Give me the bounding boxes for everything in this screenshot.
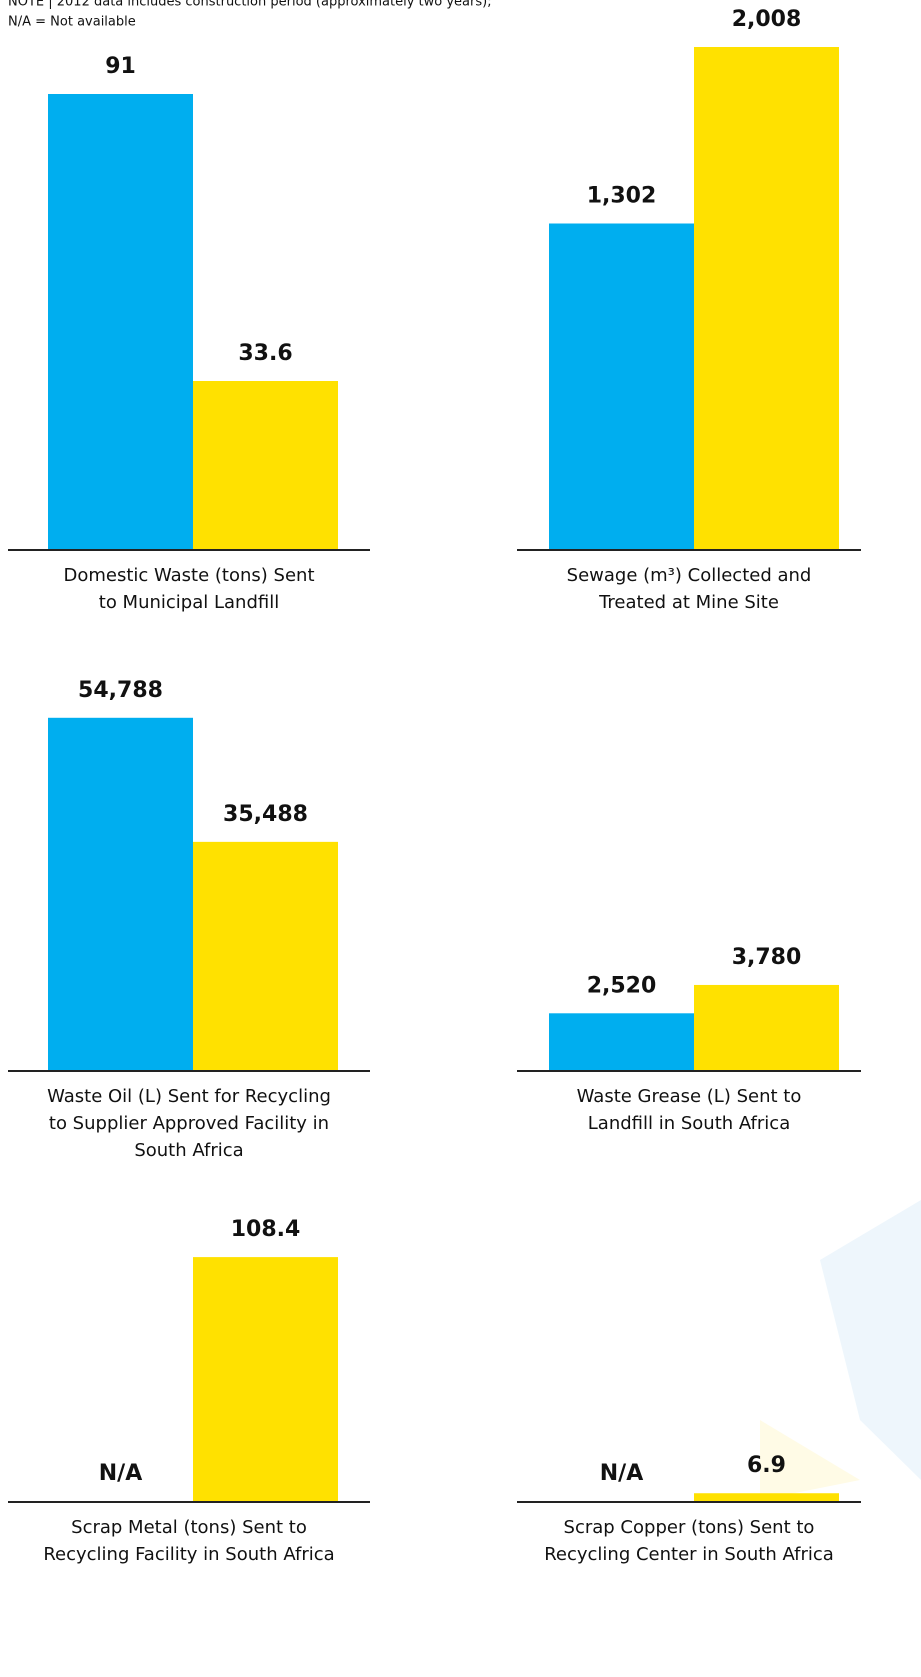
chart-title: South Africa [134,1140,243,1161]
chart-title: to Supplier Approved Facility in [49,1113,329,1134]
bar [549,1013,694,1070]
value-label: 108.4 [231,1217,301,1242]
bar [48,94,193,549]
bar [549,223,694,549]
value-label: 54,788 [78,678,163,703]
chart-title: Recycling Center in South Africa [544,1544,834,1565]
chart-title: Domestic Waste (tons) Sent [63,565,314,586]
value-label: N/A [600,1461,643,1486]
value-label: N/A [99,1461,142,1486]
value-label: 2,008 [732,7,802,32]
value-label: 2,520 [587,973,657,998]
bar [193,381,338,549]
chart-title: Landfill in South Africa [588,1113,790,1134]
watermark [820,1200,921,1480]
value-label: 6.9 [747,1453,786,1478]
bar [694,984,839,1070]
bar [193,841,338,1070]
watermark [760,1420,860,1500]
bar [694,1493,839,1501]
value-label: 3,780 [732,945,802,970]
chart-title: Sewage (m³) Collected and [567,565,812,586]
bar [694,47,839,549]
value-label: 33.6 [238,341,292,366]
chart-title: Waste Oil (L) Sent for Recycling [47,1086,331,1107]
bar [48,717,193,1070]
bar [193,1257,338,1501]
value-label: 91 [105,54,136,79]
chart-title: Scrap Copper (tons) Sent to [564,1517,815,1538]
chart-title: Waste Grease (L) Sent to [577,1086,802,1107]
chart-title: Recycling Facility in South Africa [43,1544,334,1565]
chart-title: Scrap Metal (tons) Sent to [71,1517,307,1538]
note: N/A = Not available [8,15,136,30]
value-label: 35,488 [223,802,308,827]
value-label: 1,302 [587,184,657,209]
note: NOTE | 2012 data includes construction p… [8,0,492,10]
chart-title: Treated at Mine Site [598,592,779,613]
chart-title: to Municipal Landfill [99,592,279,613]
